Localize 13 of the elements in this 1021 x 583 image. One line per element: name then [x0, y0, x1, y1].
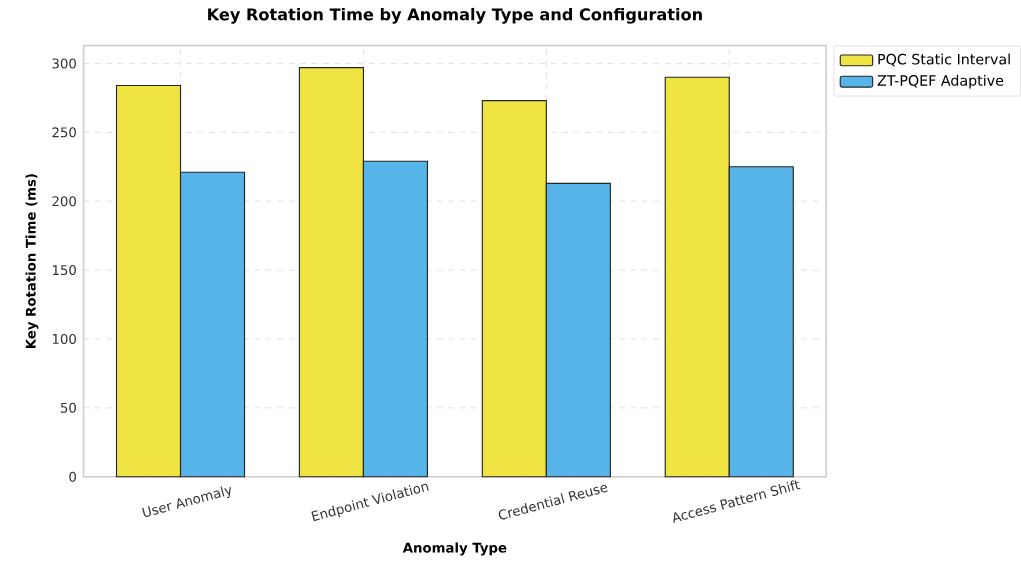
y-tick-label: 50 [60, 402, 76, 413]
y-tick-label: 100 [52, 333, 76, 344]
x-axis-title: Anomaly Type [402, 542, 507, 556]
x-tick-label: Access Pattern Shift [673, 480, 801, 523]
legend-label: ZT-PQEF Adaptive [877, 74, 1004, 89]
y-axis-title: Key Rotation Time (ms) [25, 174, 39, 349]
y-tick-label: 0 [69, 471, 76, 482]
y-tick-label: 300 [52, 58, 76, 69]
chart-title: Key Rotation Time by Anomaly Type and Configuration [208, 7, 702, 24]
y-tick-label: 150 [52, 265, 76, 276]
legend-label: PQC Static Interval [878, 53, 1010, 67]
y-tick-label: 250 [52, 127, 76, 138]
y-tick-label: 200 [52, 196, 76, 207]
